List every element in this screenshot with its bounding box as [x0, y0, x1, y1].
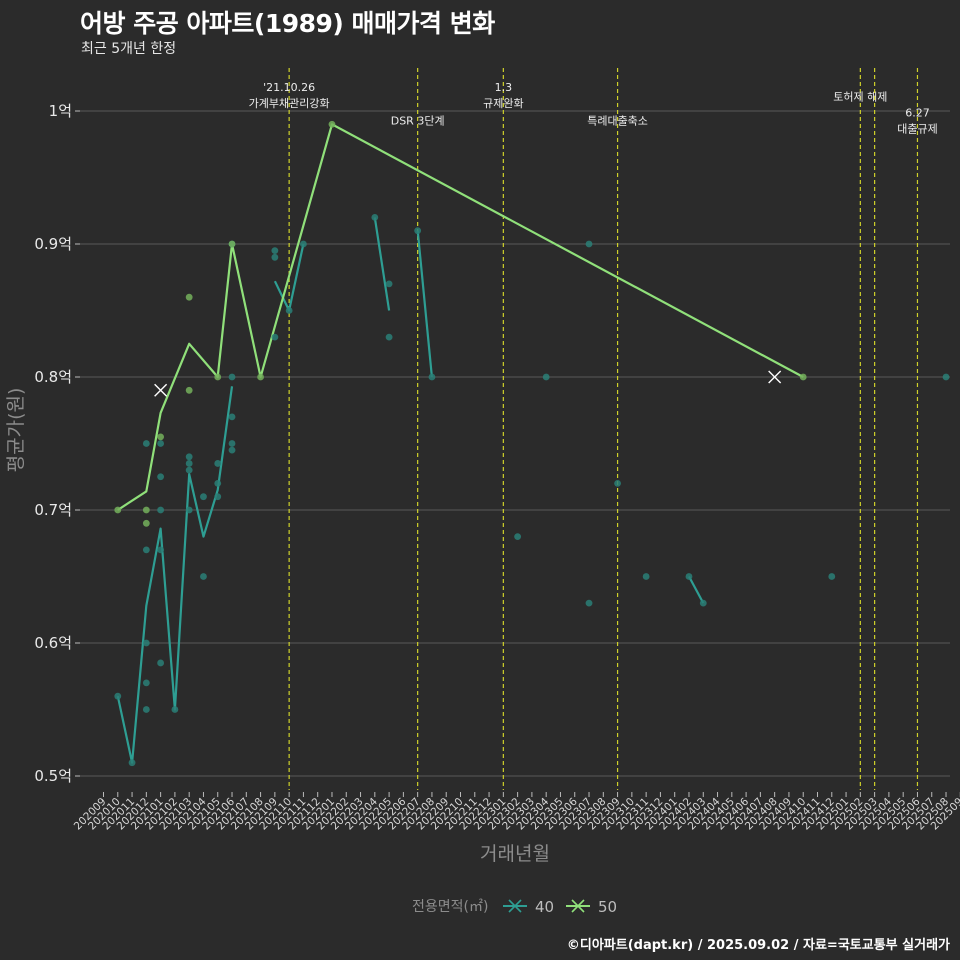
event-label: 토허제 해제	[833, 89, 887, 103]
series-40-point	[214, 493, 222, 501]
series-40-point	[214, 460, 222, 467]
series-40-point	[614, 480, 621, 487]
series-40-point	[157, 473, 165, 481]
y-tick-label: 0.8억	[34, 368, 72, 386]
series-40-line	[373, 217, 391, 311]
series-50-point	[185, 293, 193, 301]
event-label: 가계부채관리강화	[249, 97, 330, 110]
series-50-point	[328, 120, 336, 128]
series-40-point	[542, 373, 550, 381]
x-mark-stroke	[154, 383, 168, 397]
series-40-point	[300, 240, 307, 248]
legend-key-mark	[571, 899, 585, 913]
series-40-point	[271, 253, 279, 261]
series-40-point	[685, 573, 693, 580]
series-40-point	[142, 706, 150, 713]
grid-layer	[75, 110, 950, 777]
y-tick-label: 1억	[49, 102, 72, 120]
y-tick-label: 0.7억	[34, 501, 72, 519]
point-layer	[114, 120, 950, 767]
legend-key-mark	[508, 899, 522, 913]
series-40-point	[114, 692, 122, 700]
event-label: 6.27	[905, 106, 930, 119]
series-50-point	[214, 373, 222, 381]
series-40-point	[157, 506, 165, 514]
x-axis-title: 거래년월	[480, 843, 550, 865]
series-40-line	[688, 575, 705, 604]
series-40-point	[185, 506, 193, 514]
series-50-point	[142, 506, 150, 514]
series-50-x-mark	[768, 370, 782, 384]
y-tick-label: 0.9억	[34, 235, 72, 253]
series-40-point	[642, 573, 650, 580]
series-40-point	[414, 227, 422, 235]
series-40-point	[285, 307, 293, 314]
series-40-point	[142, 546, 150, 554]
series-40-point	[171, 706, 179, 713]
series-40-line	[416, 230, 433, 378]
series-40-point	[157, 440, 165, 447]
event-label: 대출규제	[897, 122, 937, 135]
series-40-point	[271, 247, 279, 255]
event-label: 특례대출축소	[587, 114, 648, 127]
source-credit: ©디아파트(dapt.kr) / 2025.09.02 / 자료=국토교통부 실…	[566, 938, 950, 953]
series-50-point	[185, 386, 193, 394]
series-40-point	[142, 639, 150, 647]
event-label: 1.3	[495, 81, 513, 94]
series-40-point	[385, 280, 393, 288]
series-40-point	[699, 599, 707, 607]
series-50-point	[142, 519, 150, 527]
legend: 전용면적(㎡) 40 50	[412, 898, 617, 916]
series-40-point	[185, 453, 193, 461]
series-40-point	[200, 573, 207, 580]
series-40-point	[142, 440, 150, 447]
y-tick-label: 0.5억	[34, 767, 72, 785]
chart-subtitle: 최근 5개년 한정	[81, 41, 177, 57]
chart-title: 어방 주공 아파트(1989) 매매가격 변화	[80, 9, 495, 38]
event-label: '21.10.26	[263, 81, 315, 94]
y-tick-label: 0.6억	[34, 634, 72, 652]
series-50-point	[257, 373, 264, 381]
series-40-point	[514, 533, 522, 540]
legend-label-40: 40	[535, 898, 554, 916]
event-label: DSR 3단계	[391, 114, 445, 127]
series-40-point	[157, 546, 165, 554]
series-40-point	[228, 373, 236, 381]
series-40-point	[428, 373, 436, 381]
series-40-point	[385, 333, 393, 341]
legend-title: 전용면적(㎡)	[412, 899, 488, 915]
legend-label-50: 50	[598, 898, 617, 916]
series-50-point	[114, 506, 122, 514]
series-40-point	[228, 440, 236, 447]
line-layer	[116, 123, 804, 764]
series-40-point	[185, 466, 193, 474]
series-50-line	[117, 123, 804, 511]
series-40-point	[185, 460, 193, 467]
axis-layer: 0.5억0.6억0.7억0.8억0.9억1억202009202010202011…	[5, 102, 960, 865]
series-40-point	[585, 599, 593, 607]
series-40-point	[585, 240, 593, 248]
series-50-point	[799, 373, 807, 381]
series-50-point	[228, 240, 236, 248]
series-40-point	[271, 333, 279, 341]
series-40-point	[157, 659, 165, 667]
series-40-point	[228, 413, 236, 421]
series-40-point	[371, 214, 379, 221]
series-40-x-mark	[154, 383, 168, 397]
series-40-point	[214, 480, 222, 487]
series-40-point	[828, 573, 836, 580]
series-40-point	[142, 679, 150, 687]
series-40-point	[128, 759, 136, 767]
series-40-point	[200, 493, 207, 501]
series-40-point	[228, 446, 236, 454]
x-mark-stroke	[768, 370, 782, 384]
y-axis-title: 평균가(원)	[5, 388, 27, 473]
series-40-point	[942, 373, 950, 381]
series-50-point	[157, 433, 165, 441]
event-label: 규제완화	[483, 97, 523, 110]
